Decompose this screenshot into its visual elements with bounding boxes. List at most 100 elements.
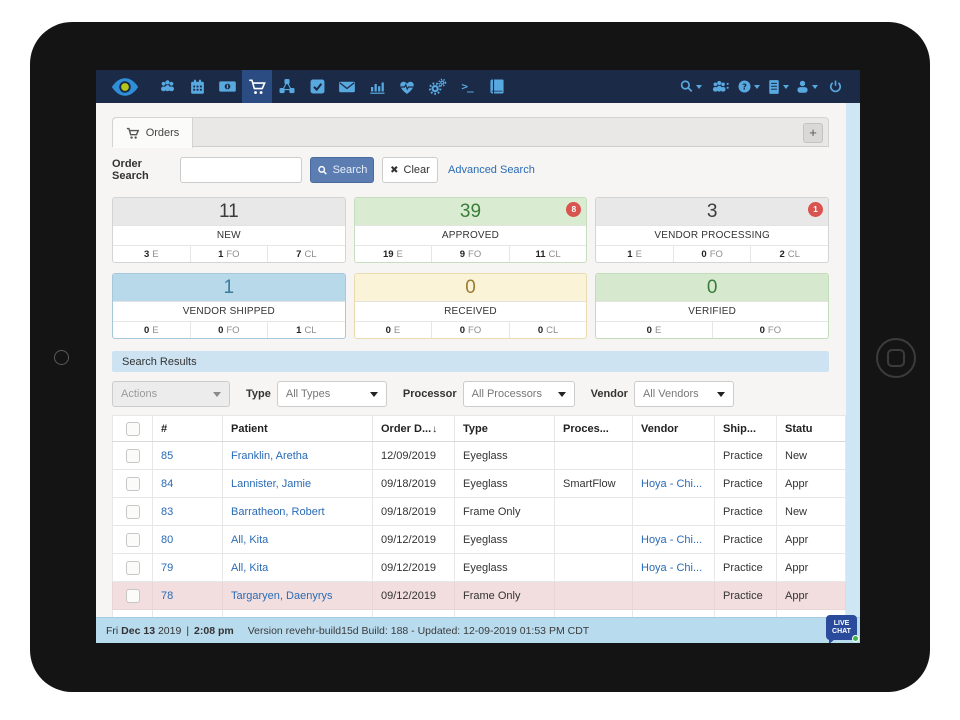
type-dropdown[interactable]: All Types bbox=[276, 381, 387, 407]
row-checkbox[interactable] bbox=[125, 504, 140, 519]
order-row-80[interactable]: 80 All, Kita 09/12/2019 Eyeglass Hoya - Chi.… bbox=[112, 525, 846, 554]
row-checkbox[interactable] bbox=[125, 448, 140, 463]
clear-button[interactable]: ✖ Clear bbox=[382, 157, 438, 183]
status-card-approved[interactable]: 39 8 APPROVED 19 E 9 FO 11 CL bbox=[353, 197, 588, 263]
account-icon[interactable] bbox=[792, 70, 821, 103]
power-icon[interactable] bbox=[821, 70, 850, 103]
messages-icon[interactable] bbox=[332, 70, 362, 103]
column-header-orderd[interactable]: Order D...↓ bbox=[372, 415, 455, 442]
live-chat-button[interactable]: LIVE CHAT bbox=[826, 615, 859, 643]
column-header-proces[interactable]: Proces... bbox=[554, 415, 633, 442]
tab-orders[interactable]: Orders bbox=[113, 118, 193, 148]
settings-gears-icon[interactable] bbox=[422, 70, 452, 103]
cell-type: Eyeglass bbox=[454, 525, 555, 554]
order-row-78[interactable]: 78 Targaryen, Daenyrys 09/12/2019 Frame Onl… bbox=[112, 581, 846, 610]
cell-patient[interactable]: All, Kita bbox=[222, 525, 373, 554]
cell-num[interactable]: 85 bbox=[152, 441, 223, 470]
select-all-checkbox[interactable] bbox=[125, 421, 140, 436]
vendor-dropdown[interactable]: All Vendors bbox=[633, 381, 734, 407]
order-row-83[interactable]: 83 Barratheon, Robert 09/18/2019 Frame Only… bbox=[112, 497, 846, 526]
reports-icon[interactable] bbox=[362, 70, 392, 103]
cell-num[interactable]: 84 bbox=[152, 469, 223, 498]
patient-alert-icon[interactable] bbox=[705, 70, 734, 103]
status-card-verified[interactable]: 0 VERIFIED 0 E 0 FO bbox=[595, 273, 829, 339]
cell-patient[interactable]: Targaryen, Daenyrys bbox=[222, 581, 373, 610]
row-checkbox-cell bbox=[112, 581, 153, 610]
card-subcount-cl: 1 CL bbox=[296, 324, 317, 336]
status-cards: 11 NEW 3 E 1 FO 7 CL 39 8 APPROVED 19 E 9 FO 11 CL 3 1 VEND… bbox=[112, 197, 829, 339]
order-search-input[interactable] bbox=[180, 157, 302, 183]
footer-day: Fri bbox=[106, 624, 119, 637]
integrations-icon[interactable] bbox=[272, 70, 302, 103]
cell-num[interactable]: 79 bbox=[152, 553, 223, 582]
tablet-home-button[interactable] bbox=[876, 338, 916, 378]
help-caret-icon bbox=[754, 84, 760, 89]
cell-status: Appr bbox=[776, 525, 846, 554]
row-checkbox[interactable] bbox=[125, 476, 140, 491]
add-tab-button[interactable]: + bbox=[803, 123, 823, 143]
help-icon[interactable]: ? bbox=[734, 70, 763, 103]
cell-patient[interactable]: Barratheon, Robert bbox=[222, 497, 373, 526]
cell-vendor[interactable]: Hoya - Chi... bbox=[632, 525, 715, 554]
cell-patient[interactable]: Lannister, Jamie bbox=[222, 469, 373, 498]
cell-vendor[interactable]: Hoya - Chi... bbox=[632, 553, 715, 582]
cell-num[interactable]: 83 bbox=[152, 497, 223, 526]
order-row-79[interactable]: 79 All, Kita 09/12/2019 Eyeglass Hoya - Chi.… bbox=[112, 553, 846, 582]
cell-vendor[interactable]: Hoya - Chi... bbox=[632, 469, 715, 498]
advanced-search-link[interactable]: Advanced Search bbox=[448, 164, 535, 176]
navbar-right-group: ? bbox=[676, 70, 850, 103]
card-subcount-fo: 0 FO bbox=[432, 322, 510, 338]
order-row-84[interactable]: 84 Lannister, Jamie 09/18/2019 Eyeglass Smar… bbox=[112, 469, 846, 498]
cell-processor bbox=[554, 525, 633, 554]
status-card-new[interactable]: 11 NEW 3 E 1 FO 7 CL bbox=[112, 197, 346, 263]
global-search-icon[interactable] bbox=[676, 70, 705, 103]
row-checkbox[interactable] bbox=[125, 560, 140, 575]
main-content: Orders + Order Search Search ✖ bbox=[96, 103, 860, 617]
eye-logo-icon[interactable] bbox=[104, 70, 146, 103]
resources-icon[interactable] bbox=[763, 70, 792, 103]
actions-dropdown[interactable]: Actions bbox=[112, 381, 230, 407]
cell-empty bbox=[776, 609, 846, 617]
search-button[interactable]: Search bbox=[310, 157, 374, 183]
top-navbar: >_ bbox=[96, 70, 860, 103]
row-checkbox-cell bbox=[112, 609, 153, 617]
vertical-scrollbar[interactable] bbox=[846, 103, 860, 617]
cell-processor bbox=[554, 441, 633, 470]
cell-date: 09/18/2019 bbox=[372, 497, 455, 526]
row-checkbox[interactable] bbox=[125, 532, 140, 547]
processor-dropdown[interactable]: All Processors bbox=[462, 381, 575, 407]
column-header-patient[interactable]: Patient bbox=[222, 415, 373, 442]
status-card-received[interactable]: 0 RECEIVED 0 E 0 FO 0 CL bbox=[353, 273, 588, 339]
card-count: 0 bbox=[354, 274, 587, 301]
status-card-vendor-processing[interactable]: 3 1 VENDOR PROCESSING 1 E 0 FO 2 CL bbox=[595, 197, 829, 263]
tasks-icon[interactable] bbox=[302, 70, 332, 103]
cell-type: Frame Only bbox=[454, 497, 555, 526]
terminal-icon[interactable]: >_ bbox=[452, 70, 482, 103]
column-header-ship[interactable]: Ship... bbox=[714, 415, 777, 442]
column-header-type[interactable]: Type bbox=[454, 415, 555, 442]
row-checkbox[interactable] bbox=[125, 588, 140, 603]
cell-patient[interactable]: All, Kita bbox=[222, 553, 373, 582]
order-row-85[interactable]: 85 Franklin, Aretha 12/09/2019 Eyeglass Prac… bbox=[112, 441, 846, 470]
cell-num[interactable]: 80 bbox=[152, 525, 223, 554]
cell-vendor bbox=[632, 581, 715, 610]
column-header-statu[interactable]: Statu bbox=[776, 415, 846, 442]
card-subcount-fo: 9 FO bbox=[432, 246, 510, 262]
cell-date: 09/12/2019 bbox=[372, 525, 455, 554]
cell-num[interactable]: 78 bbox=[152, 581, 223, 610]
column-header-[interactable]: # bbox=[152, 415, 223, 442]
health-icon[interactable] bbox=[392, 70, 422, 103]
cell-ship: Practice bbox=[714, 553, 777, 582]
patients-icon[interactable] bbox=[152, 70, 182, 103]
calendar-icon[interactable] bbox=[182, 70, 212, 103]
column-header-vendor[interactable]: Vendor bbox=[632, 415, 715, 442]
cell-patient[interactable]: Franklin, Aretha bbox=[222, 441, 373, 470]
search-results-bar: Search Results bbox=[112, 351, 829, 372]
live-chat-tail bbox=[829, 639, 835, 643]
orders-cart-icon[interactable] bbox=[242, 70, 272, 103]
book-icon[interactable] bbox=[482, 70, 512, 103]
type-caret-icon bbox=[369, 391, 378, 397]
order-search-label: Order Search bbox=[112, 158, 149, 182]
status-card-vendor-shipped[interactable]: 1 VENDOR SHIPPED 0 E 0 FO 1 CL bbox=[112, 273, 346, 339]
billing-icon[interactable] bbox=[212, 70, 242, 103]
